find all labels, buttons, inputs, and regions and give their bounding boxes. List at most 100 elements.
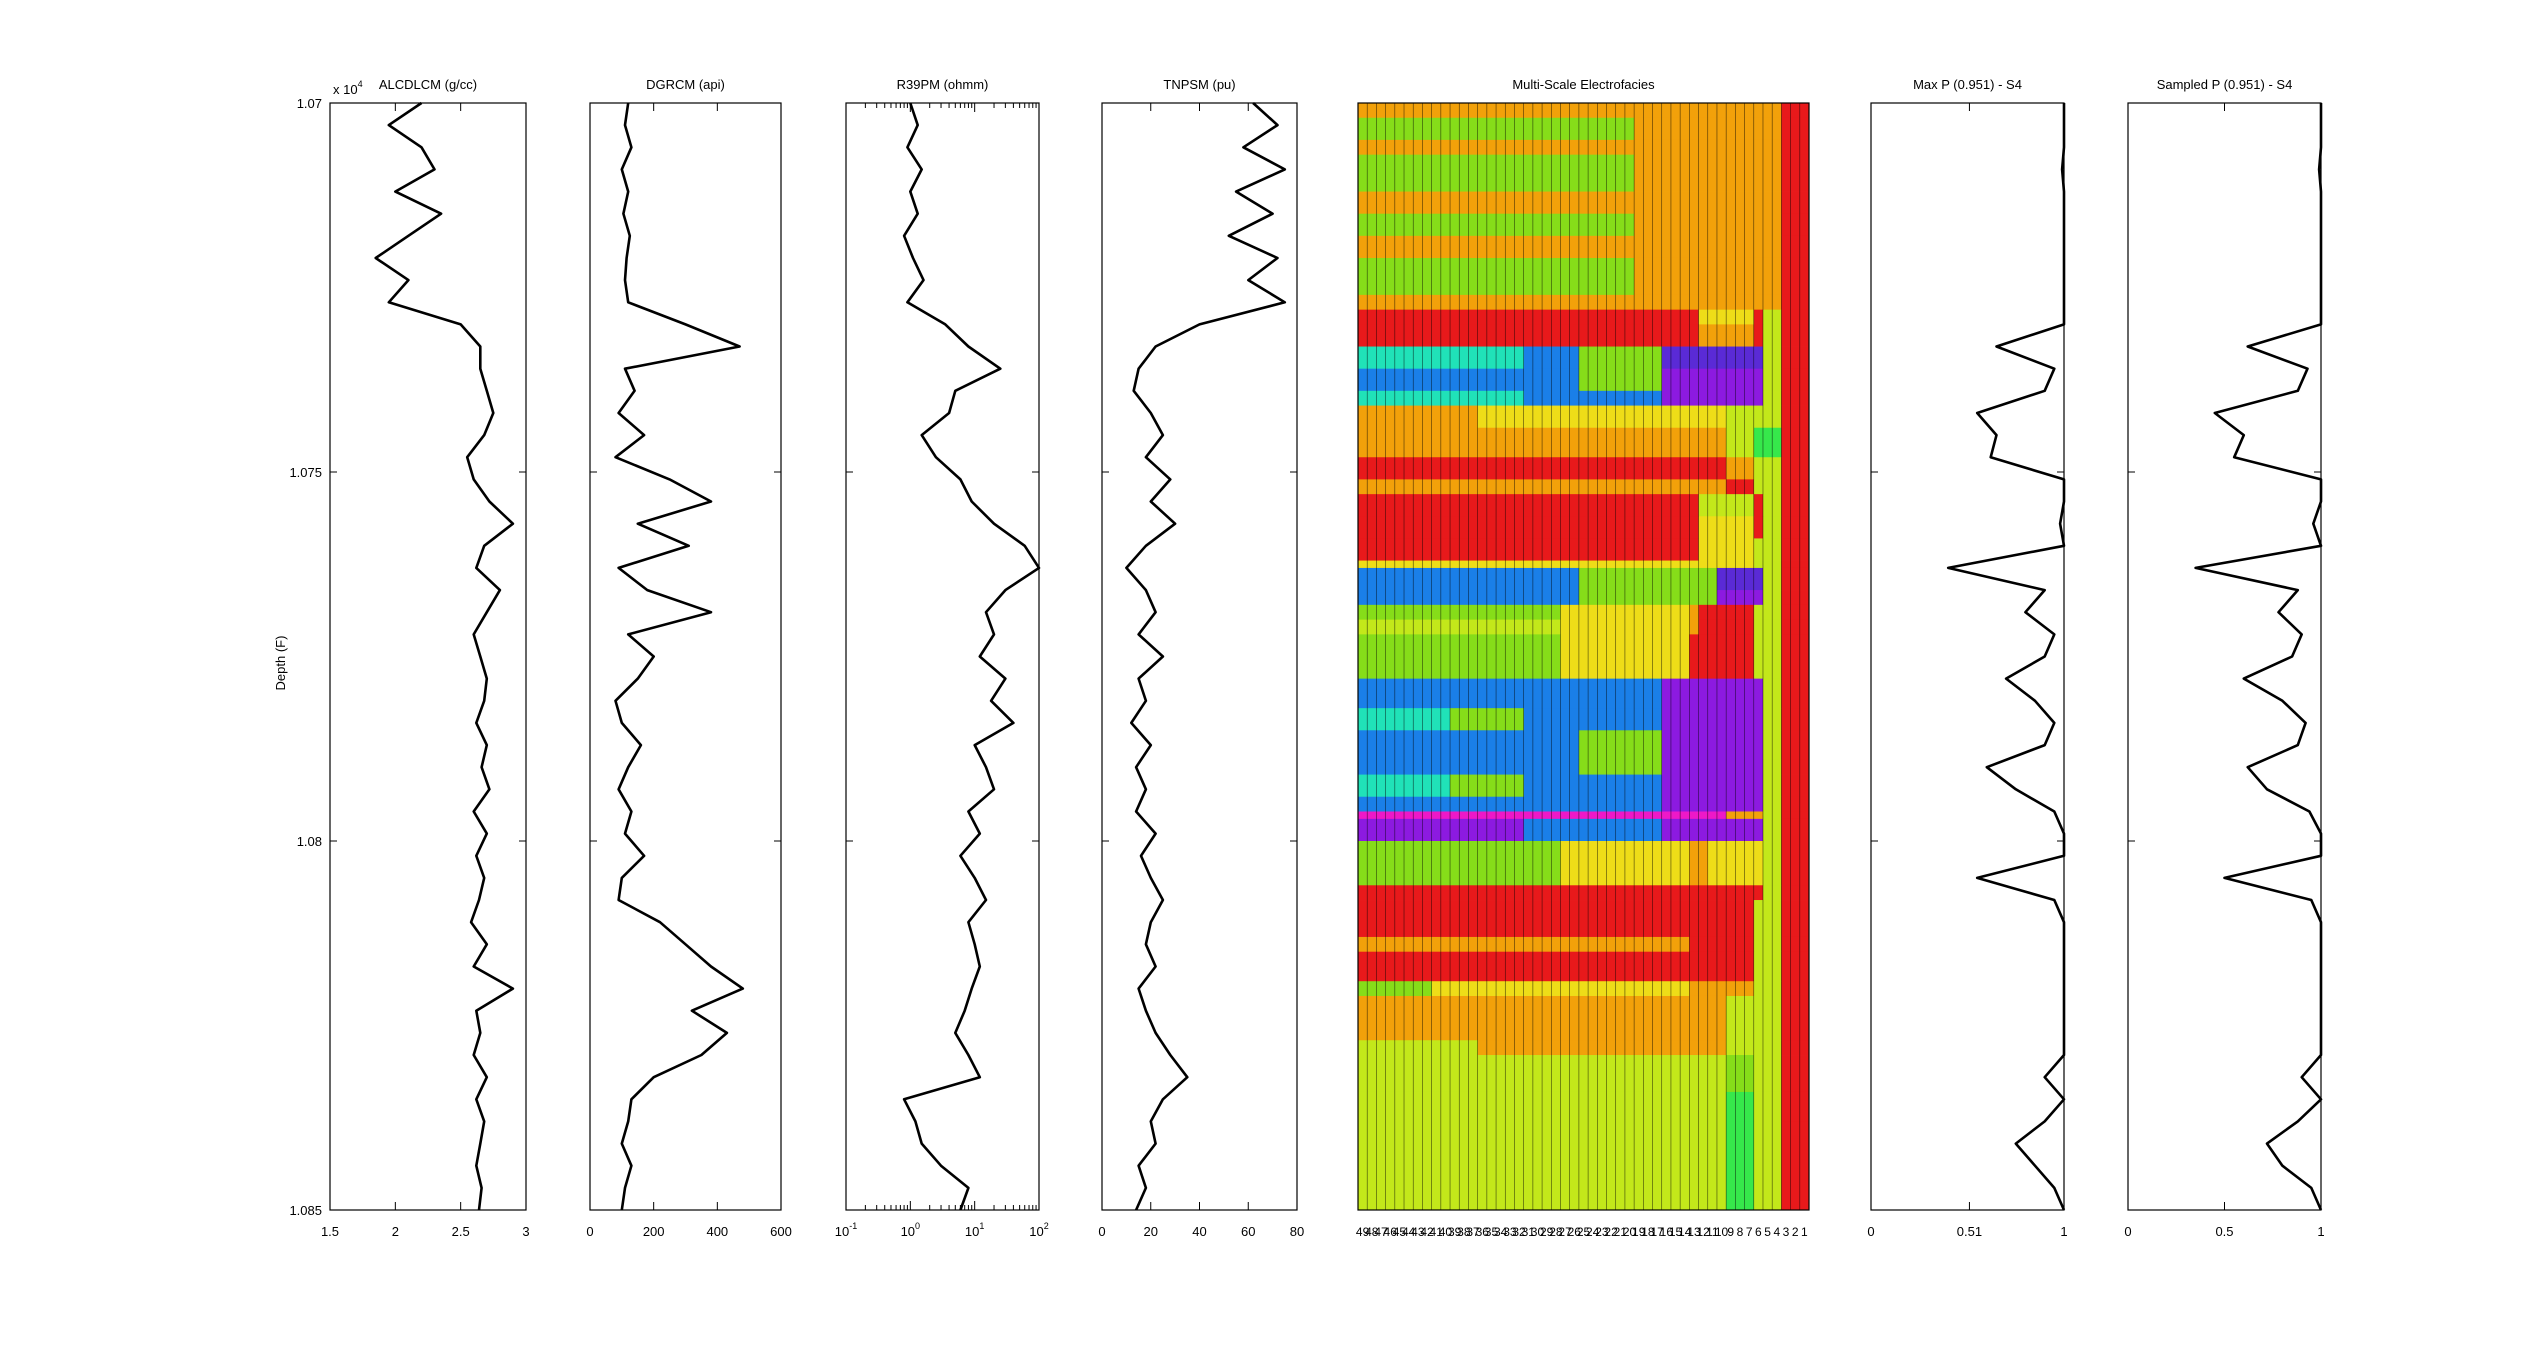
facies-cell [1578,590,1718,606]
y-tick-label: 1.07 [297,96,322,111]
panel-frame [589,102,782,1211]
facies-cell [1781,479,1810,495]
panel-1: ALCDLCM (g/cc) 1.5 2 2.5 3 [321,77,530,1239]
facies-cell [1753,309,1764,325]
facies-cell [1753,494,1764,517]
facies-cell [1781,494,1810,517]
facies-cell [1689,981,1755,997]
facies-cell [1358,309,1699,325]
facies-cell [1781,811,1810,820]
facies-column-label: 12 [1696,1225,1710,1239]
x-tick-label: 0 [1867,1224,1874,1239]
facies-cell [1753,516,1764,539]
facies-cell [1781,995,1810,1041]
panel-title: Max P (0.951) - S4 [1913,77,2022,92]
panel-title: TNPSM (pu) [1163,77,1235,92]
facies-column-label: 48 [1365,1225,1379,1239]
panel-title: ALCDLCM (g/cc) [379,77,477,92]
facies-cell [1781,235,1810,259]
facies-column-label: 15 [1669,1225,1683,1239]
facies-cell [1753,457,1782,480]
facies-column-label: 16 [1660,1225,1674,1239]
panel-frame [329,102,527,1211]
facies-cell [1753,1055,1782,1093]
x-tick-label: 1.5 [321,1224,339,1239]
facies-cell [1781,427,1810,458]
facies-cell [1781,841,1810,886]
facies-cell [1781,103,1810,119]
facies-column-label: 44 [1402,1225,1416,1239]
facies-column-label: 4 [1773,1225,1780,1239]
panel-7: Sampled P (0.951) - S4 0 0.5 1 [2124,77,2324,1239]
facies-cell [1781,634,1810,680]
facies-column-label: 2 [1792,1225,1799,1239]
facies-cell [1358,516,1699,539]
facies-cell [1753,936,1782,953]
facies-cell [1781,730,1810,761]
facies-cell [1753,1121,1782,1211]
facies-cell [1753,538,1782,561]
facies-cell [1781,885,1810,901]
facies-column-label: 38 [1457,1225,1471,1239]
facies-cell [1689,900,1755,938]
facies-cell [1753,324,1764,347]
facies-cell [1514,811,1727,820]
facies-column-label: 28 [1549,1225,1563,1239]
facies-cell [1753,604,1764,620]
facies-cell [1477,1040,1727,1056]
facies-cell [1781,818,1810,842]
x-tick-label: 600 [770,1224,792,1239]
facies-cell [1781,324,1810,347]
x-tick-label: 2 [392,1224,399,1239]
panel-2: DGRCM (api) 0 200 400 600 [586,77,791,1239]
facies-cell [1781,405,1810,429]
facies-cell [1753,678,1764,709]
x-tick-label: 100 [901,1221,920,1239]
facies-cell [1689,619,1699,635]
facies-column-label: 23 [1595,1225,1609,1239]
facies-cell [1358,324,1699,347]
facies-cell [1781,981,1810,997]
facies-cell [1661,818,1764,842]
facies-cell [1578,730,1663,761]
facies-column-label: 36 [1476,1225,1490,1239]
facies-cell [1726,427,1755,458]
facies-column-label: 10 [1715,1225,1729,1239]
facies-column-label: 47 [1374,1225,1388,1239]
facies-column-label: 31 [1522,1225,1536,1239]
facies-cell [1661,708,1764,731]
facies-column-label: 29 [1540,1225,1554,1239]
facies-cell [1661,774,1764,798]
facies-cell [1689,604,1699,620]
facies-cell [1358,560,1699,569]
x-tick-label: 101 [965,1221,984,1239]
facies-cell [1753,951,1782,982]
x-tick-label: 1 [2060,1224,2067,1239]
facies-cell [1726,1121,1755,1211]
facies-column-label: 32 [1512,1225,1526,1239]
facies-cell [1726,1055,1755,1093]
facies-cell [1358,494,1699,517]
facies-cell [1358,538,1699,561]
facies-cell [1781,117,1810,141]
y-tick-label: 1.08 [297,834,322,849]
facies-column-label: 37 [1466,1225,1480,1239]
facies-cell [1578,759,1663,775]
panel-frame [845,102,1040,1211]
facies-cell [1753,619,1782,635]
facies-cell [1781,567,1810,591]
facies-cell [1523,818,1663,842]
facies-cell [1753,560,1782,569]
facies-cell [1781,390,1810,406]
panel-title: DGRCM (api) [646,77,725,92]
facies-cell [1781,154,1810,192]
x-tick-label: 0 [2124,1224,2131,1239]
panel-frame [1101,102,1298,1211]
log-trace [1125,102,1287,1211]
facies-column-label: 3 [1783,1225,1790,1239]
facies-cell [1578,368,1663,392]
facies-cell [1781,213,1810,237]
facies-column-label: 35 [1485,1225,1499,1239]
log-trace [902,102,1041,1211]
